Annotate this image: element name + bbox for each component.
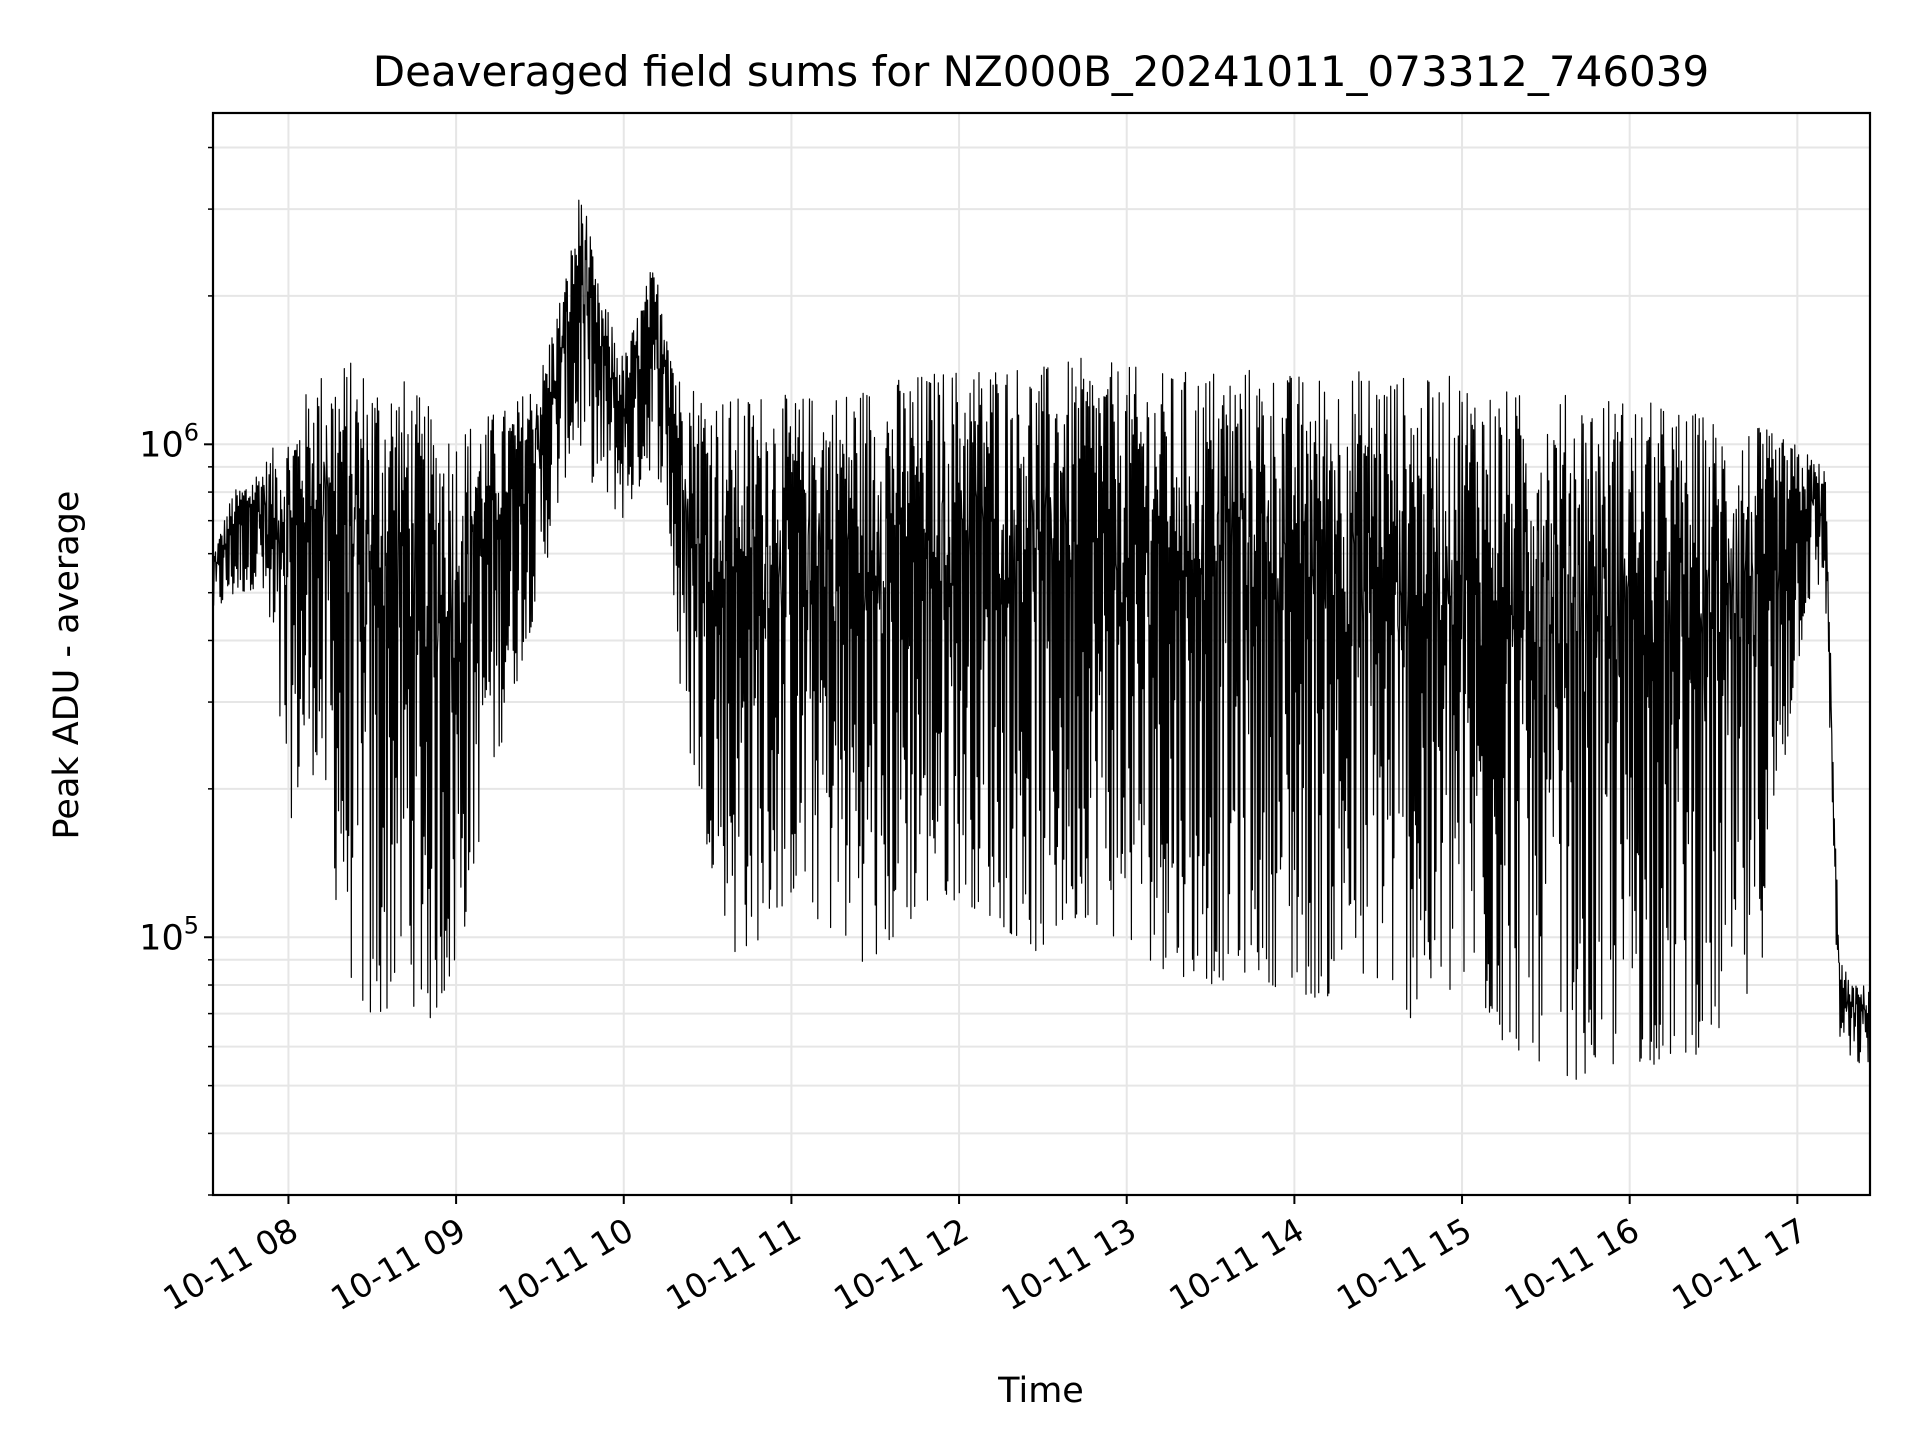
data-series — [212, 199, 1871, 1080]
x-tick-label: 10-11 14 — [1162, 1210, 1310, 1318]
x-tick-label: 10-11 09 — [324, 1210, 472, 1318]
y-tick-label: 105 — [139, 911, 199, 958]
series-line — [212, 199, 1871, 1080]
plot-frame — [211, 111, 1872, 1197]
x-axis-label: Time — [997, 1371, 1084, 1411]
x-tick-label: 10-11 13 — [995, 1210, 1143, 1318]
x-tick-label: 10-11 08 — [156, 1210, 304, 1318]
x-tick-label: 10-11 11 — [659, 1210, 807, 1318]
x-tick-label: 10-11 16 — [1498, 1210, 1646, 1318]
chart-title: Deaveraged field sums for NZ000B_2024101… — [373, 47, 1709, 96]
x-tick-label: 10-11 12 — [827, 1210, 975, 1318]
x-tick-label: 10-11 15 — [1330, 1210, 1478, 1318]
y-tick-label: 106 — [139, 418, 199, 465]
y-axis-label: Peak ADU - average — [47, 491, 87, 840]
x-tick-label: 10-11 10 — [492, 1210, 640, 1318]
x-tick-label: 10-11 17 — [1665, 1210, 1813, 1318]
